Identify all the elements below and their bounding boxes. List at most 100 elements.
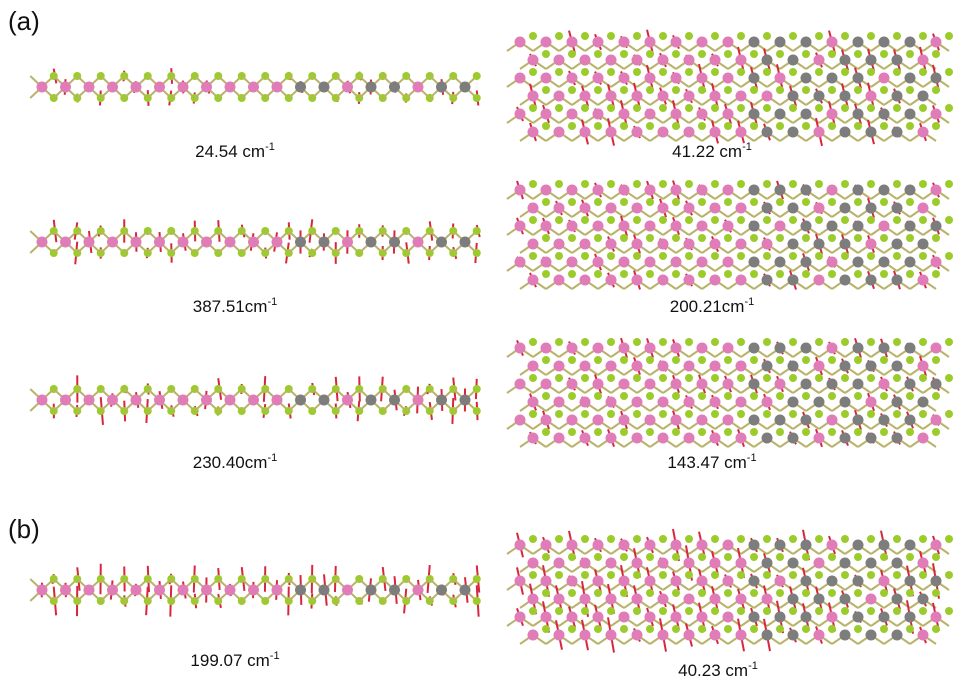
atom xyxy=(515,73,526,84)
atom xyxy=(671,185,682,196)
atom xyxy=(593,540,604,551)
atom xyxy=(594,589,602,597)
atom xyxy=(879,221,890,232)
atom xyxy=(724,553,732,561)
atom xyxy=(580,275,591,286)
atom xyxy=(685,607,693,615)
atom xyxy=(697,576,708,587)
atom xyxy=(555,216,563,224)
atom xyxy=(710,397,721,408)
atom xyxy=(880,50,888,58)
atom xyxy=(658,91,669,102)
atom xyxy=(542,86,550,94)
atom xyxy=(827,379,838,390)
atom xyxy=(737,180,745,188)
atom xyxy=(893,607,901,615)
atom xyxy=(580,203,591,214)
atom xyxy=(905,109,916,120)
atom xyxy=(620,270,628,278)
atom xyxy=(931,379,942,390)
atom xyxy=(866,433,877,444)
frequency-value: 387.51cm xyxy=(193,297,268,316)
atom xyxy=(555,535,563,543)
atom xyxy=(515,257,526,268)
atom xyxy=(919,32,927,40)
atom xyxy=(554,275,565,286)
atom xyxy=(698,122,706,130)
atom xyxy=(879,37,890,48)
atom xyxy=(568,86,576,94)
atom xyxy=(931,221,942,232)
atom xyxy=(658,239,669,250)
atom xyxy=(436,82,447,93)
atom xyxy=(788,55,799,66)
atom xyxy=(710,433,721,444)
frequency-exponent: -1 xyxy=(267,452,277,464)
atom xyxy=(671,576,682,587)
atom xyxy=(542,428,550,436)
atom xyxy=(828,234,836,242)
atom xyxy=(892,127,903,138)
atom xyxy=(919,216,927,224)
atom xyxy=(685,374,693,382)
atom xyxy=(178,395,189,406)
atom xyxy=(893,32,901,40)
atom xyxy=(619,576,630,587)
atom xyxy=(529,32,537,40)
atom xyxy=(342,237,353,248)
atom xyxy=(867,32,875,40)
atom xyxy=(906,270,914,278)
atom xyxy=(541,221,552,232)
atom xyxy=(763,410,771,418)
atom xyxy=(879,185,890,196)
atom xyxy=(607,410,615,418)
atom xyxy=(710,91,721,102)
atom xyxy=(853,612,864,623)
atom xyxy=(724,392,732,400)
atom xyxy=(788,433,799,444)
atom xyxy=(892,594,903,605)
atom xyxy=(932,392,940,400)
atom xyxy=(606,397,617,408)
atom xyxy=(620,50,628,58)
atom xyxy=(594,50,602,58)
atom xyxy=(906,428,914,436)
top-view-structure xyxy=(507,180,953,290)
atom xyxy=(698,589,706,597)
atom xyxy=(853,257,864,268)
atom xyxy=(867,252,875,260)
atom xyxy=(918,127,929,138)
atom xyxy=(658,433,669,444)
atom xyxy=(723,612,734,623)
atom xyxy=(880,198,888,206)
atom xyxy=(723,540,734,551)
atom xyxy=(776,589,784,597)
atom xyxy=(840,275,851,286)
atom xyxy=(632,239,643,250)
atom xyxy=(697,379,708,390)
atom xyxy=(606,55,617,66)
atom xyxy=(473,72,481,80)
atom xyxy=(37,82,48,93)
atom xyxy=(932,198,940,206)
atom xyxy=(568,428,576,436)
atom xyxy=(776,86,784,94)
atom xyxy=(107,585,118,596)
atom xyxy=(201,237,212,248)
atom xyxy=(697,415,708,426)
atom xyxy=(581,410,589,418)
atom xyxy=(580,558,591,569)
atom xyxy=(594,625,602,633)
atom xyxy=(84,585,95,596)
atom xyxy=(645,221,656,232)
atom xyxy=(762,594,773,605)
atom xyxy=(801,109,812,120)
atom xyxy=(658,275,669,286)
atom xyxy=(776,234,784,242)
atom xyxy=(710,127,721,138)
atom xyxy=(528,361,539,372)
atom xyxy=(749,612,760,623)
atom xyxy=(775,185,786,196)
atom xyxy=(619,73,630,84)
atom xyxy=(814,127,825,138)
